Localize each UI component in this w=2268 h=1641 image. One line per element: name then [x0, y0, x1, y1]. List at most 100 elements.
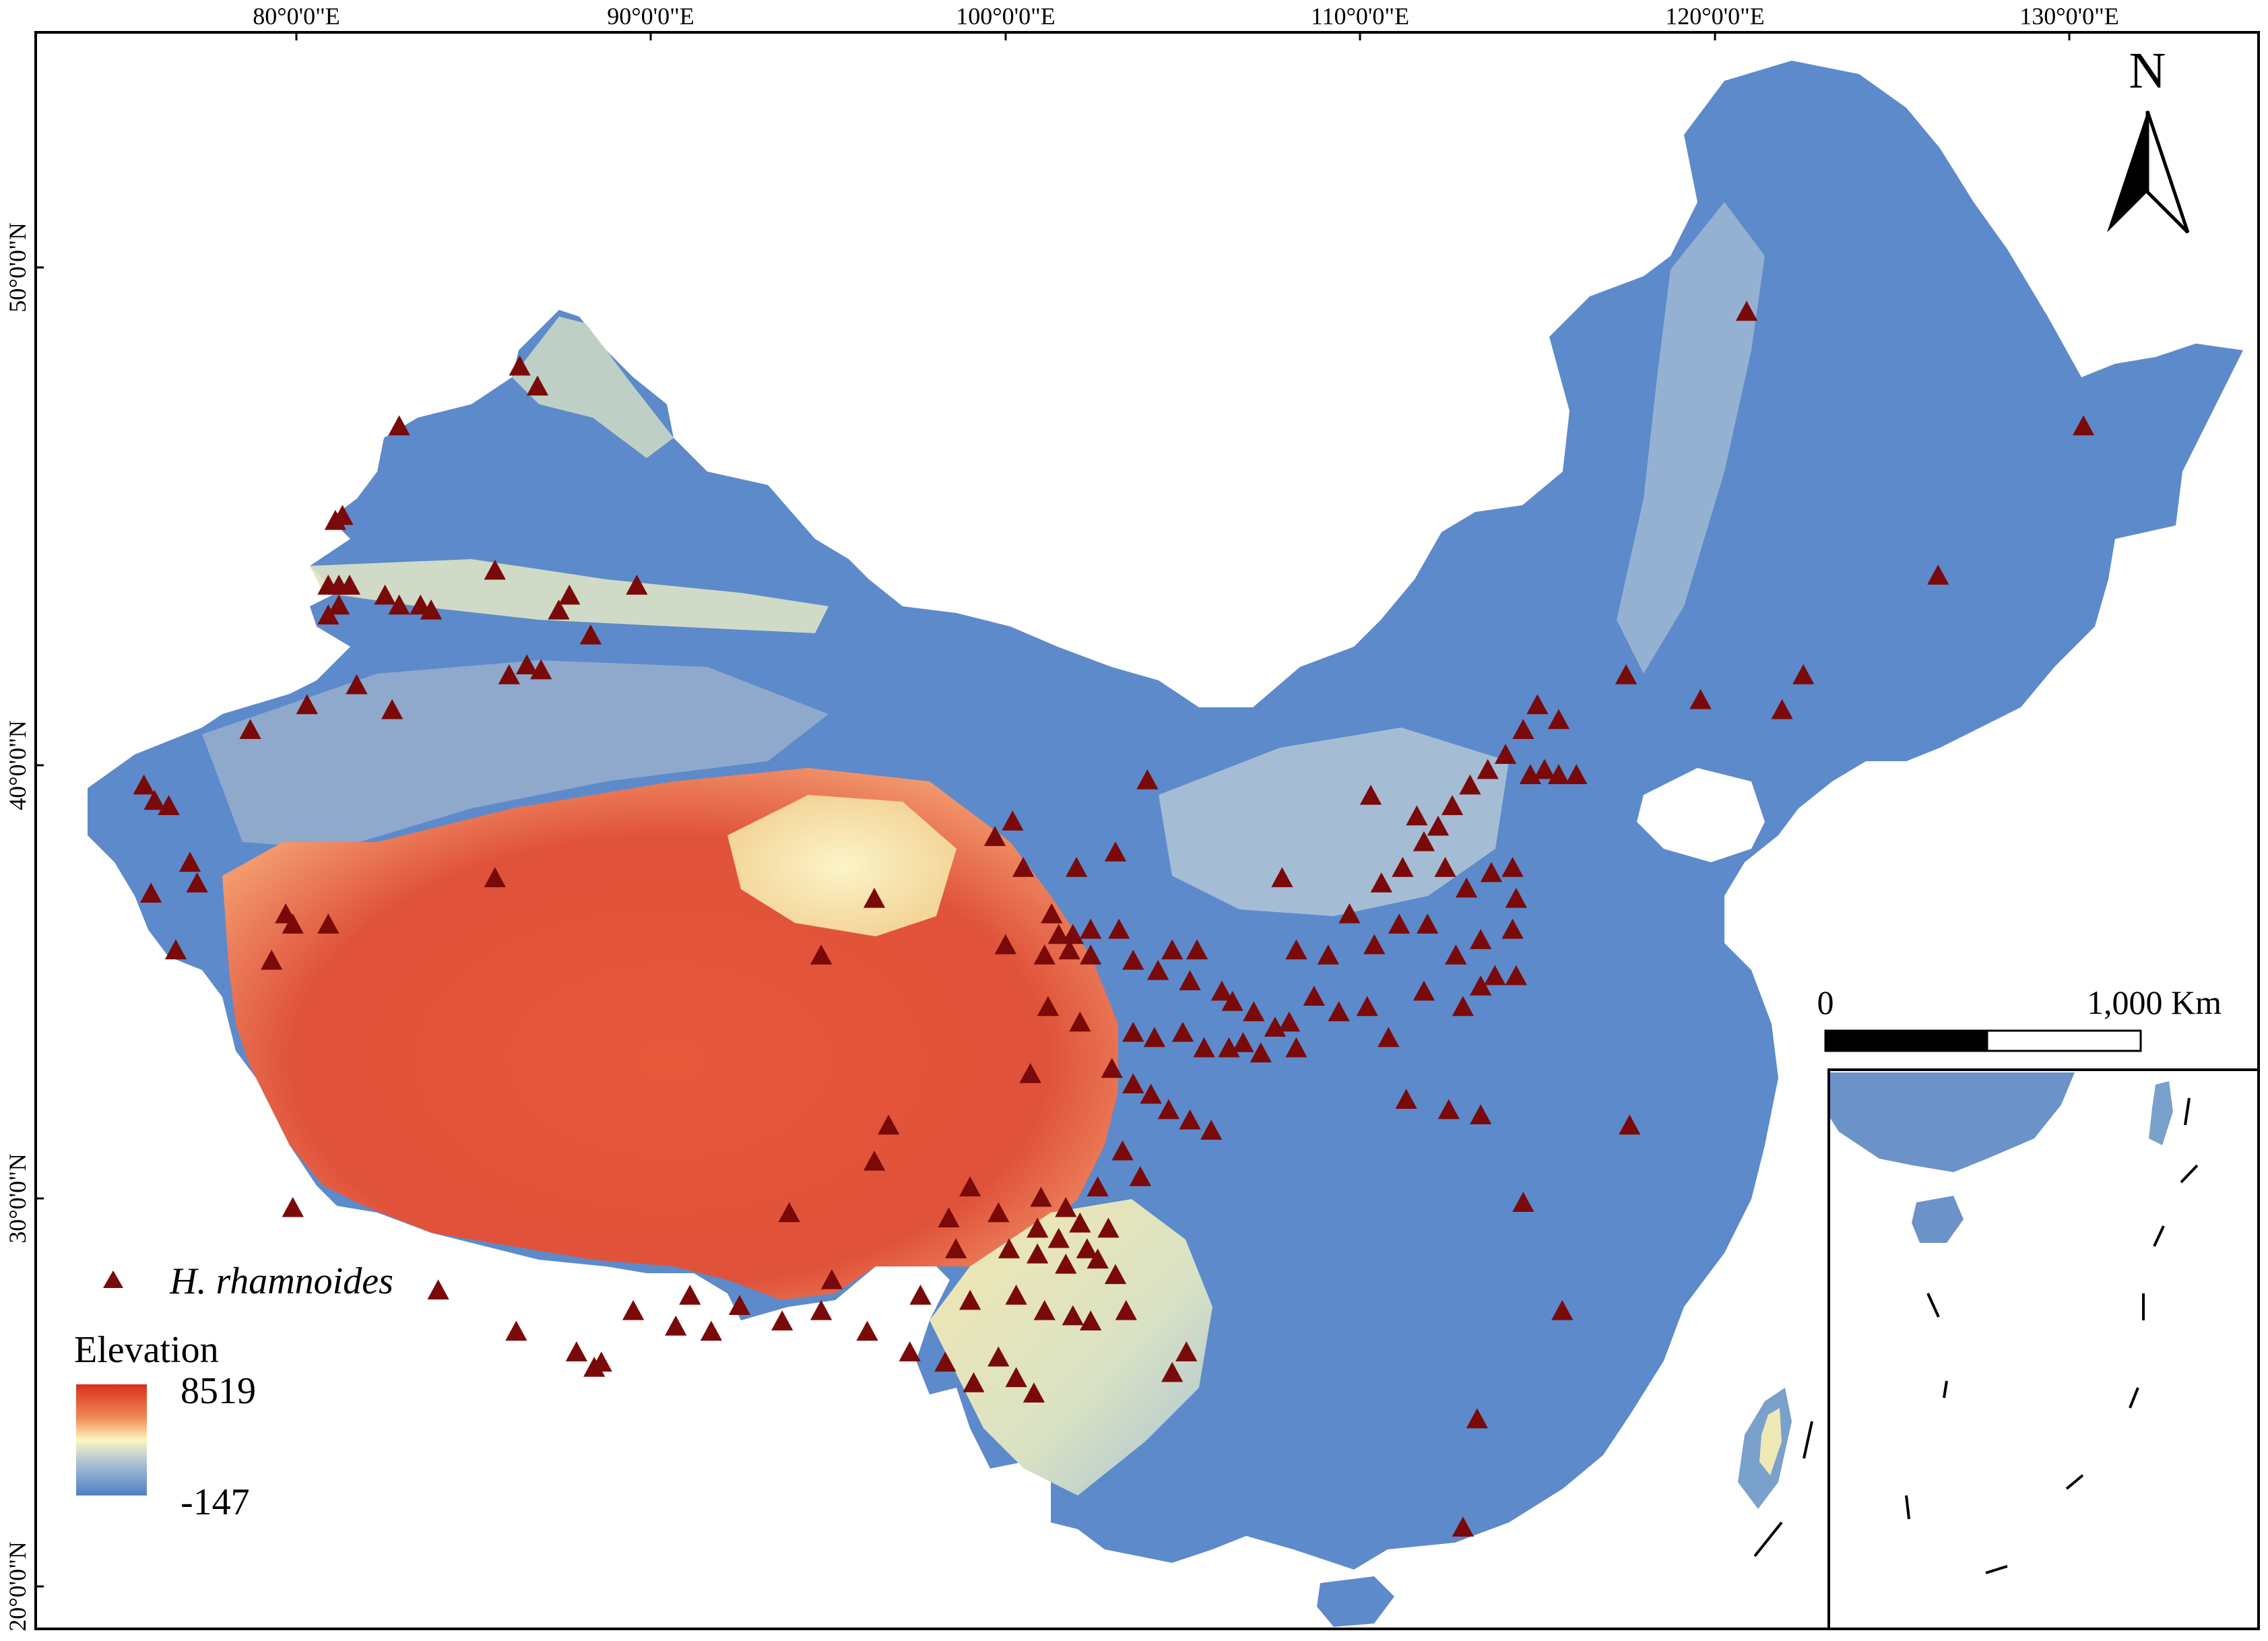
- occurrence-point: [1551, 1299, 1574, 1320]
- occurrence-point: [1356, 996, 1378, 1017]
- occurrence-point: [1445, 944, 1467, 965]
- lat-label: 50°0'0"N: [4, 222, 31, 313]
- boundary-dash: [1753, 1521, 1783, 1557]
- occurrence-point: [1097, 1217, 1120, 1238]
- occurrence-point: [1370, 872, 1392, 893]
- occurrence-point: [346, 674, 368, 695]
- lon-label: 80°0'0"E: [253, 3, 340, 30]
- qaidam-basin: [727, 795, 957, 936]
- occurrence-point: [143, 790, 166, 810]
- occurrence-point: [282, 1196, 304, 1217]
- occurrence-point: [1062, 924, 1084, 944]
- boundary-dash: [1803, 1421, 1813, 1459]
- occurrence-point: [994, 934, 1016, 955]
- occurrence-point: [998, 1238, 1020, 1258]
- occurrence-point: [1413, 831, 1435, 851]
- lat-label: 20°0'0"N: [4, 1541, 31, 1632]
- occurrence-point: [1505, 887, 1527, 908]
- occurrence-point: [1250, 1042, 1272, 1063]
- occurrence-point: [1041, 903, 1063, 924]
- occurrence-point: [1087, 1248, 1109, 1269]
- occurrence-point: [1264, 1017, 1287, 1037]
- legend-elevation-title: Elevation: [74, 1329, 219, 1371]
- altai-range: [512, 317, 674, 458]
- occurrence-point: [1058, 939, 1080, 960]
- occurrence-point: [1005, 1367, 1027, 1388]
- occurrence-point: [317, 913, 339, 934]
- occurrence-point: [1363, 934, 1386, 955]
- occurrence-point: [505, 1320, 527, 1341]
- occurrence-point: [856, 1320, 878, 1341]
- occurrence-point: [328, 594, 350, 615]
- occurrence-point: [909, 1284, 932, 1305]
- occurrence-point: [1023, 1382, 1045, 1403]
- occurrence-point: [530, 659, 552, 680]
- occurrence-point: [498, 664, 520, 684]
- occurrence-point: [1484, 965, 1506, 986]
- occurrence-point: [983, 826, 1006, 846]
- occurrence-point: [388, 594, 410, 615]
- occurrence-point: [1129, 1166, 1151, 1186]
- occurrence-point: [282, 913, 304, 934]
- lon-label: 120°0'0"E: [1665, 3, 1765, 30]
- occurrence-point: [1069, 1212, 1091, 1233]
- occurrence-point: [1927, 565, 1949, 585]
- occurrence-point: [899, 1341, 921, 1361]
- occurrence-point: [987, 1346, 1010, 1367]
- occurrence-point: [261, 949, 283, 970]
- occurrence-point: [1519, 764, 1542, 785]
- occurrence-point: [1317, 944, 1339, 965]
- occurrence-point: [1175, 1341, 1198, 1361]
- occurrence-point: [1243, 1001, 1265, 1021]
- occurrence-point: [1179, 970, 1201, 991]
- occurrence-point: [934, 1351, 957, 1372]
- occurrence-point: [1359, 784, 1382, 805]
- lat-label: 40°0'0"N: [4, 720, 31, 810]
- occurrence-point: [700, 1320, 723, 1341]
- occurrence-point: [863, 887, 886, 908]
- occurrence-point: [526, 375, 549, 396]
- occurrence-point: [158, 795, 180, 815]
- occurrence-point: [1055, 1196, 1077, 1217]
- occurrence-point: [1470, 929, 1492, 949]
- occurrence-point: [728, 1295, 751, 1315]
- occurrence-point: [1171, 1021, 1194, 1042]
- occurrence-point: [1115, 1299, 1137, 1320]
- occurrence-point: [1161, 939, 1184, 960]
- occurrence-point: [1140, 1083, 1162, 1104]
- occurrence-point: [484, 867, 506, 888]
- occurrence-point: [186, 872, 208, 893]
- occurrence-point: [1210, 980, 1233, 1001]
- occurrence-point: [1328, 1001, 1350, 1021]
- occurrence-point: [1413, 980, 1435, 1001]
- occurrence-point: [1689, 688, 1712, 709]
- longitude-ticks: [295, 32, 2071, 40]
- occurrence-point: [1037, 996, 1060, 1017]
- elevation-color-ramp: [76, 1384, 147, 1495]
- occurrence-point: [938, 1207, 960, 1227]
- occurrence-point: [1505, 965, 1527, 986]
- occurrence-point: [164, 939, 187, 960]
- occurrence-point: [484, 559, 506, 580]
- occurrence-point: [1161, 1361, 1184, 1382]
- legend-elevation-max: 8519: [181, 1370, 256, 1412]
- occurrence-point: [1033, 1299, 1056, 1320]
- scale-end-label: 1,000 Km: [2087, 984, 2222, 1021]
- occurrence-point: [959, 1289, 981, 1310]
- occurrence-point: [1200, 1120, 1223, 1140]
- occurrence-point: [1111, 1140, 1134, 1161]
- occurrence-point: [1005, 1284, 1027, 1305]
- occurrence-point: [1452, 1516, 1475, 1537]
- occurrence-point: [1427, 815, 1450, 836]
- occurrence-point: [1147, 960, 1169, 980]
- occurrence-point: [1452, 996, 1475, 1017]
- bohai-sea: [1637, 768, 1765, 862]
- occurrence-point: [374, 584, 396, 605]
- occurrence-point: [1395, 1089, 1417, 1109]
- occurrence-point: [1441, 795, 1464, 815]
- inset-boundary-dashes: [1905, 1097, 2199, 1574]
- occurrence-point: [1157, 1099, 1180, 1120]
- occurrence-point: [1069, 1011, 1091, 1032]
- occurrence-point: [1437, 1099, 1460, 1120]
- occurrence-point: [1285, 1037, 1307, 1058]
